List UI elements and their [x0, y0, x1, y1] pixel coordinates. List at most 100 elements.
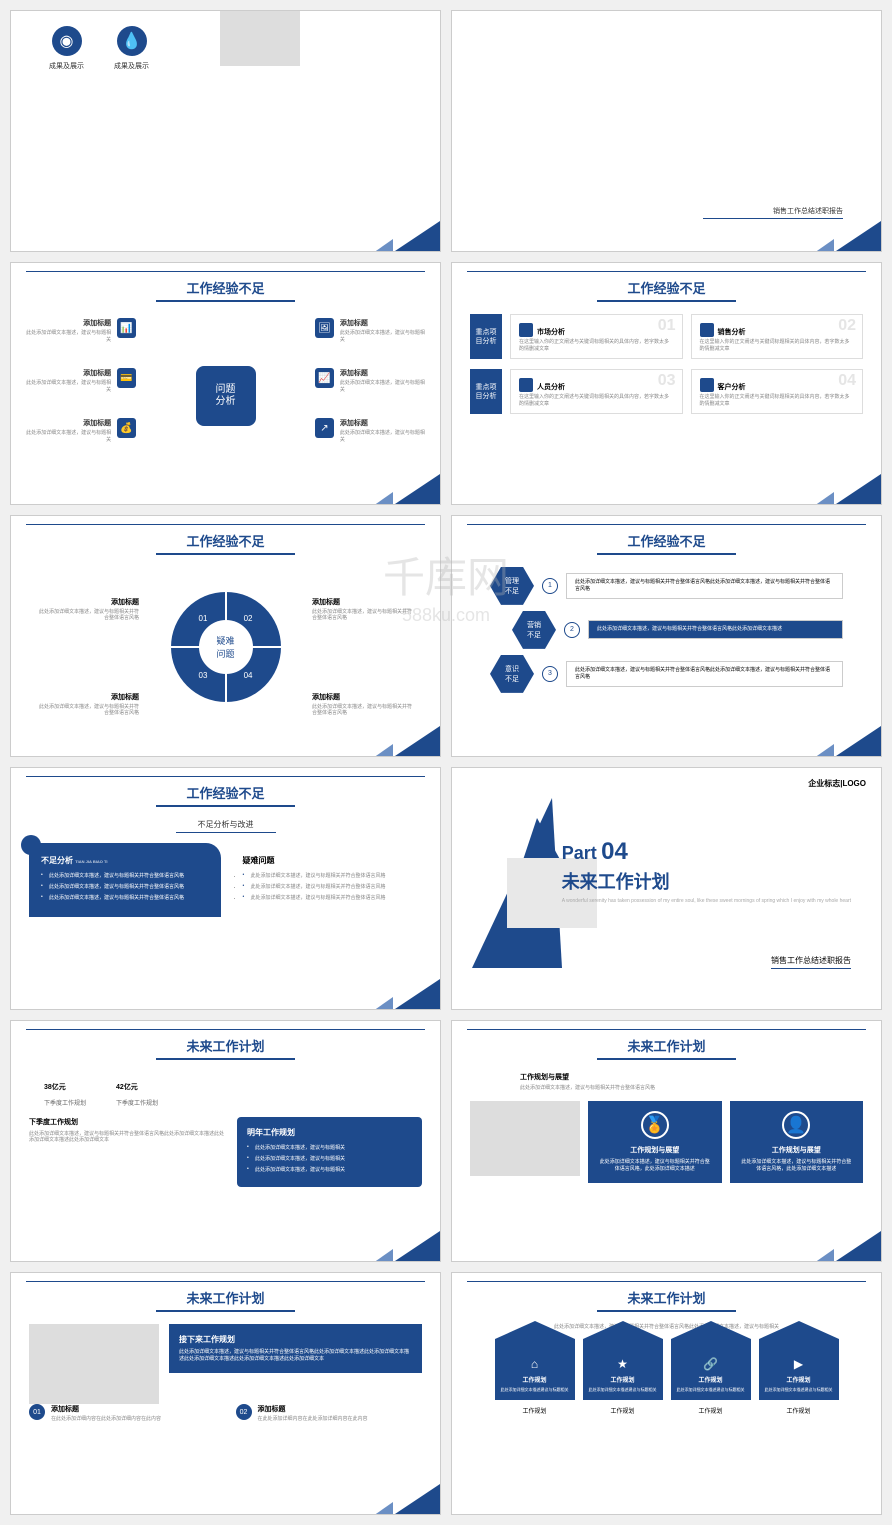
photo-placeholder — [29, 1324, 159, 1404]
slide-title: 工作经验不足 — [156, 278, 294, 302]
donut-center: 疑难问题 — [216, 634, 234, 660]
slide-title: 工作经验不足 — [597, 278, 735, 302]
right-panel: 疑难问题 此处添加详细文本描述，建议与标题相关并符合整体语言风格此处添加详细文本… — [231, 843, 423, 917]
radial-item: 🖼添加标题此处添加详细文本描述，建议与标题相关 — [315, 318, 425, 343]
drop-icon: 💧 — [117, 26, 147, 56]
radial-item: 💰添加标题此处添加详细文本描述，建议与标题相关 — [26, 418, 136, 443]
quadrant-text: 添加标题此处添加详细文本描述，建议与标题相关并符合整体语言风格 — [39, 692, 139, 717]
analysis-box: 02销售分析在这里输入你的正文阐述与关键词标题相关的具体内容，若字数太多酌情删减… — [691, 314, 864, 359]
slide-2: 销售工作总结述职报告 — [451, 10, 882, 252]
share-icon: ↗ — [315, 418, 334, 438]
slide-title: 未来工作计划 — [597, 1288, 735, 1312]
corner-decoration — [836, 221, 881, 251]
bars-icon: 📈 — [315, 368, 334, 388]
subtitle: 不足分析与改进 — [176, 819, 276, 833]
photo-placeholder — [220, 11, 300, 66]
corner-decoration — [836, 1231, 881, 1261]
home-icon: ⌂ — [501, 1357, 569, 1371]
arrow-item: ⌂工作规划此处添加详细文本描述建议与标题相关工作规划 — [495, 1339, 575, 1415]
slide-6: 工作经验不足 管理不足1此处添加详细文本描述，建议与标题相关并符合整体语言风格此… — [451, 515, 882, 757]
arrow-item: ▶工作规划此处添加详细文本描述建议与标题相关工作规划 — [759, 1339, 839, 1415]
info-card: 🏅工作规划与展望此处添加详细文本描述，建议与标题相关并符合整体语言风格，此处添加… — [588, 1101, 722, 1183]
quadrant-text: 添加标题此处添加详细文本描述，建议与标题相关并符合整体语言风格 — [312, 692, 412, 717]
arrow-item: ★工作规划此处添加详细文本描述建议与标题相关工作规划 — [583, 1339, 663, 1415]
link-icon: 🔗 — [677, 1357, 745, 1371]
info-card: 👤工作规划与展望此处添加详细文本描述，建议与标题相关并符合整体语言风格，此处添加… — [730, 1101, 864, 1183]
hex-number: 2 — [564, 622, 580, 638]
top-text: 工作规划与展望此处添加详细文本描述，建议与标题相关并符合整体语言风格 — [520, 1072, 813, 1092]
logo-text: 企业标志|LOGO — [808, 778, 866, 789]
row-label: 重点项目分析 — [470, 369, 502, 414]
analysis-box: 01市场分析在这里输入你的正文阐述与关键词标题相关的具体内容，若字数太多酌情删减… — [510, 314, 683, 359]
part-title: Part 04 未来工作计划 A wonderful serenity has … — [562, 838, 851, 904]
result-item: ◉ 成果及展示 — [49, 26, 84, 71]
box-icon — [700, 323, 714, 337]
quadrant-text: 添加标题此处添加详细文本描述，建议与标题相关并符合整体语言风格 — [312, 597, 412, 622]
numbered-item: 02添加标题在此处添加详细内容在此处添加详细内容在此内容 — [236, 1404, 423, 1423]
bag-icon: 💰 — [117, 418, 136, 438]
slide-5: 工作经验不足 01 02 03 04 疑难问题 添加标题此处添加详细文本描述，建… — [10, 515, 441, 757]
subtitle: 销售工作总结述职报告 — [771, 955, 851, 969]
image-icon: 🖼 — [315, 318, 334, 338]
corner-decoration — [395, 1484, 440, 1514]
radial-item: ↗添加标题此处添加详细文本描述，建议与标题相关 — [315, 418, 425, 443]
slide-8-divider: 企业标志|LOGO Part 04 未来工作计划 A wonderful ser… — [451, 767, 882, 1009]
radial-item: 📊添加标题此处添加详细文本描述，建议与标题相关 — [26, 318, 136, 343]
hex-row: 意识不足3此处添加详细文本描述，建议与标题相关并符合整体语言风格此处添加详细文本… — [490, 655, 843, 693]
slide-title: 工作经验不足 — [597, 531, 735, 555]
stat-block: 42亿元下季度工作规划 — [116, 1072, 158, 1107]
money-icon: ◉ — [52, 26, 82, 56]
slide-title: 工作经验不足 — [156, 783, 294, 807]
slide-title: 工作经验不足 — [156, 531, 294, 555]
analysis-box: 03人员分析在这里输入你的正文阐述与关键词标题相关的具体内容，若字数太多酌情删减… — [510, 369, 683, 414]
box-icon — [519, 323, 533, 337]
left-panel: 不足分析 TIAN JIA BIAO TI 此处添加详细文本描述，建议与标题相关… — [29, 843, 221, 917]
person-icon: 👤 — [782, 1111, 810, 1139]
photo-placeholder — [470, 1101, 580, 1176]
slide-grid: ◉ 成果及展示 💧 成果及展示 销售工作总结述职报告 工作经验不足 问题分析 📊… — [10, 10, 882, 1515]
result-item: 💧 成果及展示 — [114, 26, 149, 71]
slide-10: 未来工作计划 工作规划与展望此处添加详细文本描述，建议与标题相关并符合整体语言风… — [451, 1020, 882, 1262]
numbered-item: 01添加标题在此处添加详细内容在此处添加详细内容在此内容 — [29, 1404, 216, 1423]
subtitle: 销售工作总结述职报告 — [703, 206, 843, 219]
radial-item: 📈添加标题此处添加详细文本描述，建议与标题相关 — [315, 368, 425, 393]
hexagon: 管理不足 — [490, 567, 534, 605]
slide-title: 未来工作计划 — [156, 1288, 294, 1312]
star-icon: ★ — [589, 1357, 657, 1371]
left-text: 下季度工作规划此处添加详细文本描述，建议与标题相关并符合整体语言风格此处添加详细… — [29, 1117, 227, 1187]
card-icon: 💳 — [117, 368, 136, 388]
corner-decoration — [836, 474, 881, 504]
radial-item: 💳添加标题此处添加详细文本描述，建议与标题相关 — [26, 368, 136, 393]
badge-icon: 🏅 — [641, 1111, 669, 1139]
item-label: 成果及展示 — [114, 61, 149, 71]
slide-9: 未来工作计划 38亿元下季度工作规划 42亿元下季度工作规划 下季度工作规划此处… — [10, 1020, 441, 1262]
slide-title: 未来工作计划 — [156, 1036, 294, 1060]
item-label: 成果及展示 — [49, 61, 84, 71]
hex-number: 3 — [542, 666, 558, 682]
slide-4: 工作经验不足 重点项目分析 01市场分析在这里输入你的正文阐述与关键词标题相关的… — [451, 262, 882, 504]
chart-icon: 📊 — [117, 318, 136, 338]
slide-7: 工作经验不足 不足分析与改进 不足分析 TIAN JIA BIAO TI 此处添… — [10, 767, 441, 1009]
slide-12: 未来工作计划 此处添加详细文本描述，建议与标题相关并符合整体语言风格此处添加详细… — [451, 1272, 882, 1514]
hex-row: 管理不足1此处添加详细文本描述，建议与标题相关并符合整体语言风格此处添加详细文本… — [490, 567, 843, 605]
slide-3: 工作经验不足 问题分析 📊添加标题此处添加详细文本描述，建议与标题相关 🖼添加标… — [10, 262, 441, 504]
corner-decoration — [836, 726, 881, 756]
hex-row: 营销不足2此处添加详细文本描述，建议与标题相关并符合整体语言风格此处添加详细文本… — [512, 611, 843, 649]
corner-decoration — [395, 726, 440, 756]
analysis-box: 04客户分析在这里输入你的正文阐述与关键词标题相关的具体内容，若字数太多酌情删减… — [691, 369, 864, 414]
slide-title: 未来工作计划 — [597, 1036, 735, 1060]
corner-decoration — [395, 1231, 440, 1261]
corner-decoration — [395, 474, 440, 504]
row-label: 重点项目分析 — [470, 314, 502, 359]
hexagon: 营销不足 — [512, 611, 556, 649]
hexagon: 意识不足 — [490, 655, 534, 693]
slide-11: 未来工作计划 接下来工作规划此处添加详细文本描述，建议与标题相关并符合整体语言风… — [10, 1272, 441, 1514]
triangle-decoration — [522, 818, 562, 863]
quadrant-text: 添加标题此处添加详细文本描述，建议与标题相关并符合整体语言风格 — [39, 597, 139, 622]
slide-1: ◉ 成果及展示 💧 成果及展示 — [10, 10, 441, 252]
heading-box: 接下来工作规划此处添加详细文本描述，建议与标题相关并符合整体语言风格此处添加详细… — [169, 1324, 422, 1373]
hex-number: 1 — [542, 578, 558, 594]
corner-decoration — [395, 221, 440, 251]
stat-block: 38亿元下季度工作规划 — [44, 1072, 86, 1107]
box-icon — [519, 378, 533, 392]
